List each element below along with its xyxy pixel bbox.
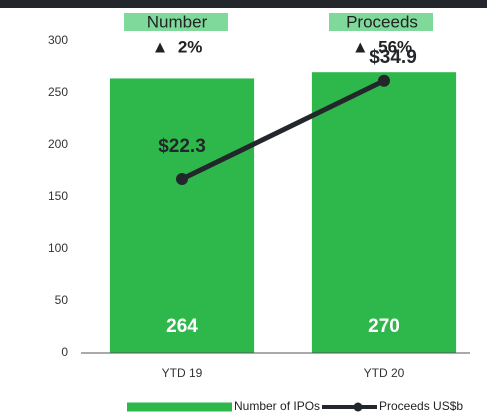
line-label: $22.3 <box>158 136 206 157</box>
bar <box>311 72 457 353</box>
bar-label: 270 <box>368 316 400 337</box>
y-tick-label: 200 <box>48 137 68 151</box>
x-tick-label: YTD 19 <box>162 366 203 380</box>
x-tick-label: YTD 20 <box>364 366 405 380</box>
y-tick-label: 300 <box>48 33 68 47</box>
y-tick-label: 150 <box>48 189 68 203</box>
legend-label: Number of IPOs <box>234 399 320 413</box>
line <box>180 78 386 182</box>
annotation-change: ▲ 56% <box>352 37 412 56</box>
annotation-label: Number <box>147 12 208 31</box>
legend-label: Proceeds US$b <box>379 399 463 413</box>
line-marker <box>176 173 188 186</box>
top-bar <box>0 0 487 8</box>
y-tick-label: 250 <box>48 85 68 99</box>
annotation-change: ▲ 2% <box>152 37 203 56</box>
y-tick-label: 100 <box>48 241 68 255</box>
bar-label: 264 <box>166 316 198 337</box>
annotation-label: Proceeds <box>346 12 418 31</box>
bar <box>109 78 255 353</box>
y-tick-label: 0 <box>61 345 68 359</box>
legend-marker <box>353 402 363 412</box>
y-tick-label: 50 <box>55 293 69 307</box>
annotation-bg <box>124 13 228 31</box>
annotation-bg <box>329 13 433 31</box>
line-marker <box>378 74 390 87</box>
line-label: $34.9 <box>369 47 417 68</box>
legend-swatch <box>127 402 232 412</box>
